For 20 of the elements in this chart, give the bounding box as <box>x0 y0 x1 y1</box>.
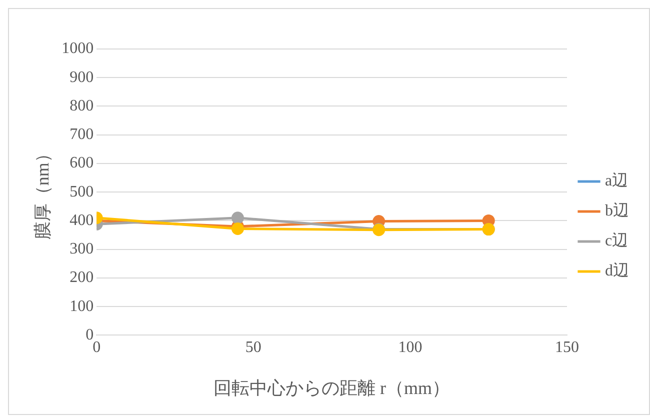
y-tick-label: 300 <box>70 240 94 258</box>
y-axis-title: 膜厚（nm） <box>32 144 53 240</box>
legend-label: b辺 <box>605 202 629 220</box>
y-tick-label: 0 <box>86 326 94 344</box>
legend-label: a辺 <box>605 172 628 190</box>
y-tick-label: 600 <box>70 154 94 172</box>
x-tick-label: 50 <box>245 339 262 356</box>
x-axis-title: 回転中心からの距離 r（mm） <box>214 378 450 398</box>
x-tick-label: 150 <box>555 339 579 356</box>
y-tick-label: 1000 <box>62 40 94 58</box>
legend-label: c辺 <box>605 232 628 250</box>
legend-label: d辺 <box>605 262 629 280</box>
x-tick-label: 100 <box>398 339 422 356</box>
y-tick-label: 900 <box>70 68 94 86</box>
y-tick-label: 800 <box>70 97 94 114</box>
y-tick-label: 100 <box>70 298 94 315</box>
y-tick-label: 500 <box>70 183 94 200</box>
y-tick-label: 400 <box>70 212 94 229</box>
y-tick-label: 200 <box>70 269 94 286</box>
y-tick-label: 700 <box>70 126 94 144</box>
